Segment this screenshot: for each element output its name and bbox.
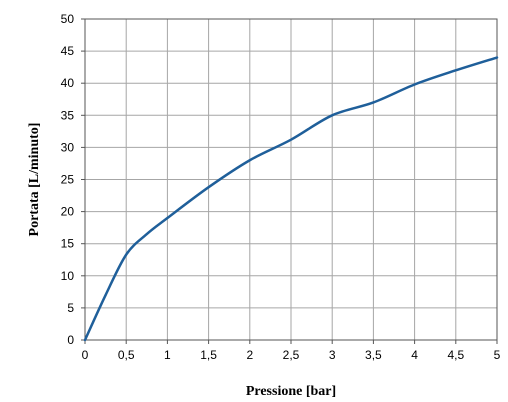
x-tick-label: 5 [494, 348, 501, 362]
x-tick-label: 3,5 [365, 348, 382, 362]
y-tick-label: 30 [61, 140, 75, 154]
y-tick-label: 10 [61, 269, 75, 283]
x-tick-label: 2,5 [283, 348, 300, 362]
series-layer [83, 56, 499, 342]
grid-lines [84, 18, 498, 341]
x-tick-label: 4,5 [447, 348, 464, 362]
y-axis-title: Portata [L/minuto] [27, 123, 42, 237]
x-tick-label: 4 [411, 348, 418, 362]
y-tick-label: 50 [61, 12, 75, 26]
x-tick-label: 1 [164, 348, 171, 362]
series-line [83, 56, 499, 342]
y-tick-label: 45 [61, 44, 75, 58]
y-tick-label: 0 [67, 333, 74, 347]
y-tick-label: 35 [61, 108, 75, 122]
y-tick-label: 20 [61, 205, 75, 219]
x-tick-label: 2 [246, 348, 253, 362]
y-tick-label: 5 [67, 301, 74, 315]
x-tick-label: 0,5 [118, 348, 135, 362]
x-tick-label: 0 [82, 348, 89, 362]
y-tick-label: 25 [61, 173, 75, 187]
x-tick-label: 1,5 [200, 348, 217, 362]
axis-ticks: 0 0,5 1 1,5 2 2,5 3 3,5 4 4,5 50510152025303540455… [61, 12, 501, 362]
y-tick-label: 40 [61, 76, 75, 90]
x-tick-label: 3 [329, 348, 336, 362]
x-axis-title: Pressione [bar] [246, 384, 336, 399]
y-tick-label: 15 [61, 237, 75, 251]
